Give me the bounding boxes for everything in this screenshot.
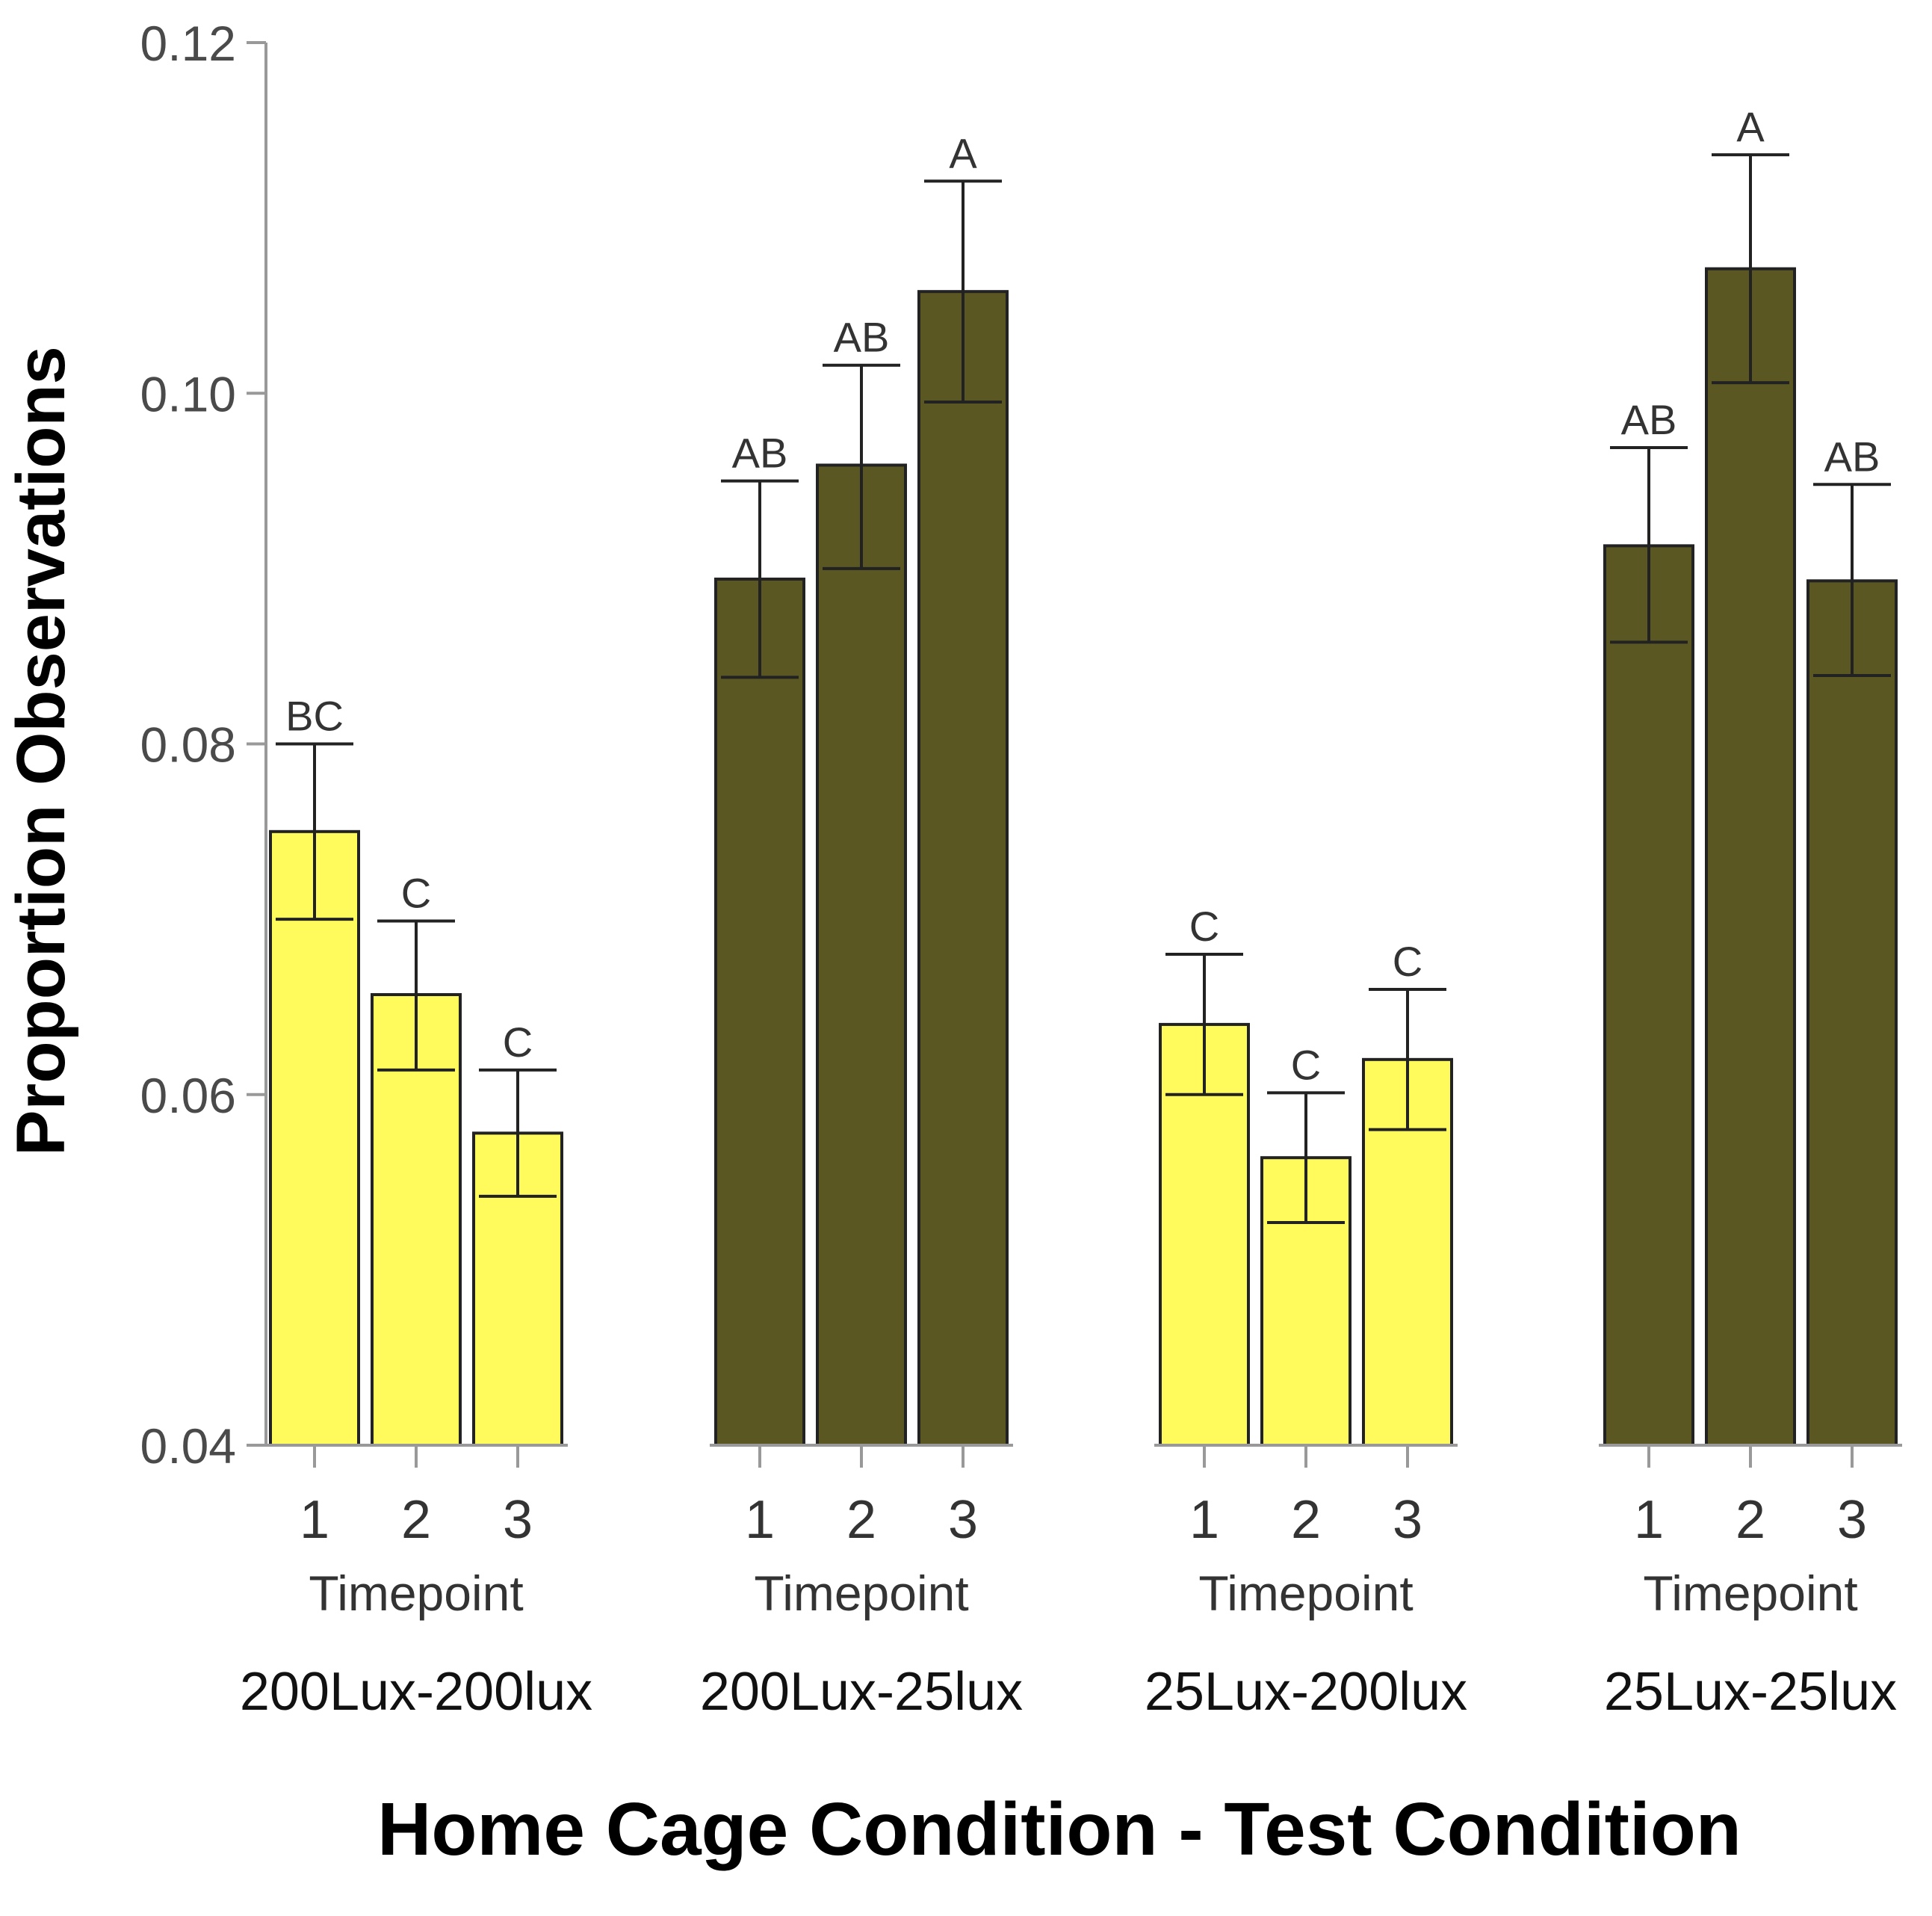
group-label: 200Lux-25lux bbox=[700, 1662, 1023, 1722]
group-label: 25Lux-200lux bbox=[1145, 1662, 1467, 1722]
x-tick-label: 3 bbox=[948, 1490, 978, 1550]
bar bbox=[1603, 544, 1694, 1447]
sub-axis-label: Timepoint bbox=[1643, 1566, 1857, 1621]
x-tick-label: 1 bbox=[745, 1490, 775, 1550]
significance-letter: BC bbox=[285, 693, 344, 740]
significance-letter: A bbox=[1736, 103, 1765, 150]
sub-axis-label: Timepoint bbox=[754, 1566, 968, 1621]
significance-letter: AB bbox=[1824, 433, 1880, 480]
bar bbox=[1806, 579, 1898, 1447]
bar bbox=[1705, 267, 1796, 1447]
significance-letter: AB bbox=[834, 314, 890, 361]
significance-letter: A bbox=[949, 129, 977, 176]
x-tick-label: 2 bbox=[1291, 1490, 1321, 1550]
significance-letter: C bbox=[1291, 1041, 1321, 1088]
significance-letter: C bbox=[401, 869, 431, 916]
x-axis-title: Home Cage Condition - Test Condition bbox=[377, 1787, 1741, 1871]
x-axis: 1 2 3 Timepoint 200Lux-200lux 1 2 3 Timepoint 200… bbox=[240, 1444, 1902, 1722]
x-tick-label: 3 bbox=[1837, 1490, 1867, 1550]
significance-letter: AB bbox=[732, 430, 788, 477]
bars: BC C C AB AB A C C C AB A AB bbox=[269, 103, 1898, 1447]
y-tick-label: 0.04 bbox=[140, 1418, 236, 1474]
x-tick-label: 2 bbox=[1736, 1490, 1765, 1550]
y-tick-label: 0.08 bbox=[140, 717, 236, 773]
x-tick-label: 1 bbox=[1189, 1490, 1219, 1550]
x-tick-label: 1 bbox=[1634, 1490, 1664, 1550]
bar bbox=[917, 290, 1009, 1447]
sub-axis-label: Timepoint bbox=[309, 1566, 523, 1621]
y-tick-label: 0.12 bbox=[140, 16, 236, 71]
significance-letter: C bbox=[1393, 938, 1422, 985]
y-axis: 0.04 0.06 0.08 0.10 0.12 bbox=[140, 16, 267, 1474]
x-tick-label: 3 bbox=[1393, 1490, 1422, 1550]
significance-letter: AB bbox=[1621, 396, 1677, 443]
group-label: 25Lux-25lux bbox=[1604, 1662, 1897, 1722]
sub-axis-label: Timepoint bbox=[1198, 1566, 1413, 1621]
y-tick-label: 0.10 bbox=[140, 366, 236, 421]
significance-letter: C bbox=[503, 1019, 533, 1066]
y-tick-label: 0.06 bbox=[140, 1068, 236, 1123]
significance-letter: C bbox=[1189, 903, 1219, 950]
bar bbox=[714, 577, 805, 1447]
y-axis-title: Proportion Observations bbox=[3, 346, 79, 1156]
bar bbox=[816, 463, 907, 1447]
x-tick-label: 2 bbox=[846, 1490, 876, 1550]
bar bbox=[269, 829, 360, 1447]
group-label: 200Lux-200lux bbox=[240, 1662, 592, 1722]
x-tick-label: 3 bbox=[503, 1490, 533, 1550]
x-tick-label: 1 bbox=[300, 1490, 329, 1550]
x-tick-label: 2 bbox=[401, 1490, 431, 1550]
